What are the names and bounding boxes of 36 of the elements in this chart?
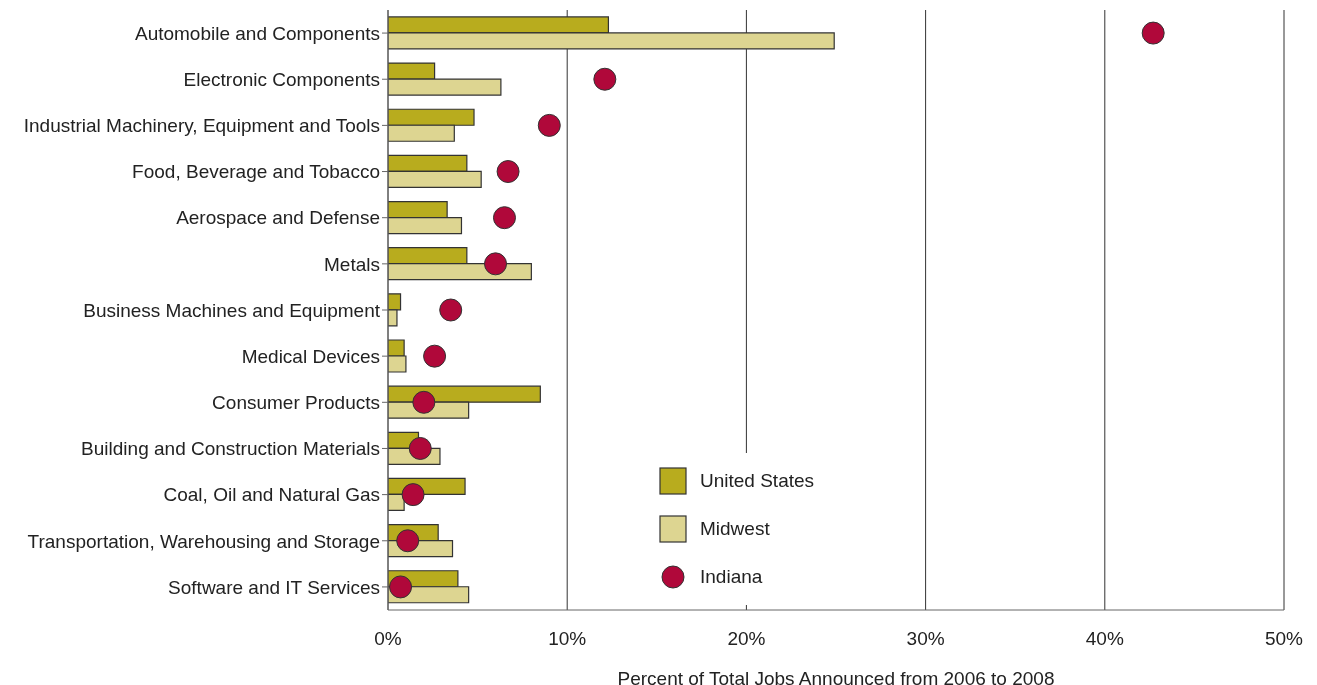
legend-label: Midwest bbox=[700, 518, 770, 540]
point bbox=[593, 67, 617, 91]
y-tick-label: Automobile and Components bbox=[134, 22, 380, 44]
y-tick-label: Industrial Machinery, Equipment and Tools bbox=[23, 115, 380, 137]
point bbox=[496, 160, 520, 184]
y-tick-label: Software and IT Services bbox=[168, 576, 380, 598]
point bbox=[408, 436, 432, 460]
x-tick-label: 30% bbox=[906, 628, 945, 650]
point bbox=[484, 252, 508, 276]
y-tick-label: Aerospace and Defense bbox=[176, 207, 380, 229]
y-tick-label: Consumer Products bbox=[212, 392, 380, 414]
x-tick-label: 40% bbox=[1085, 628, 1124, 650]
x-tick-label: 10% bbox=[548, 628, 587, 650]
x-tick-label: 20% bbox=[727, 628, 766, 650]
x-axis-title: Percent of Total Jobs Announced from 2006 to 2008 bbox=[617, 668, 1055, 685]
point bbox=[492, 206, 516, 230]
y-tick-label: Metals bbox=[324, 253, 380, 275]
point bbox=[389, 575, 413, 599]
point bbox=[401, 483, 425, 507]
point bbox=[412, 390, 436, 414]
y-tick-label: Medical Devices bbox=[241, 345, 380, 367]
point bbox=[423, 344, 447, 368]
legend-label: Indiana bbox=[700, 566, 763, 588]
point bbox=[537, 113, 561, 137]
y-tick-label: Food, Beverage and Tobacco bbox=[132, 161, 380, 183]
point bbox=[1141, 21, 1165, 45]
y-tick-label: Transportation, Warehousing and Storage bbox=[27, 530, 380, 552]
y-tick-label: Business Machines and Equipment bbox=[83, 299, 381, 321]
y-tick-label: Electronic Components bbox=[183, 68, 380, 90]
legend-label: United States bbox=[700, 470, 815, 492]
point bbox=[396, 529, 420, 553]
y-tick-label: Coal, Oil and Natural Gas bbox=[163, 484, 380, 506]
x-tick-label: 50% bbox=[1264, 628, 1304, 650]
point bbox=[439, 298, 463, 322]
x-tick-label: 0% bbox=[374, 628, 402, 650]
y-tick-label: Building and Construction Materials bbox=[81, 438, 380, 460]
